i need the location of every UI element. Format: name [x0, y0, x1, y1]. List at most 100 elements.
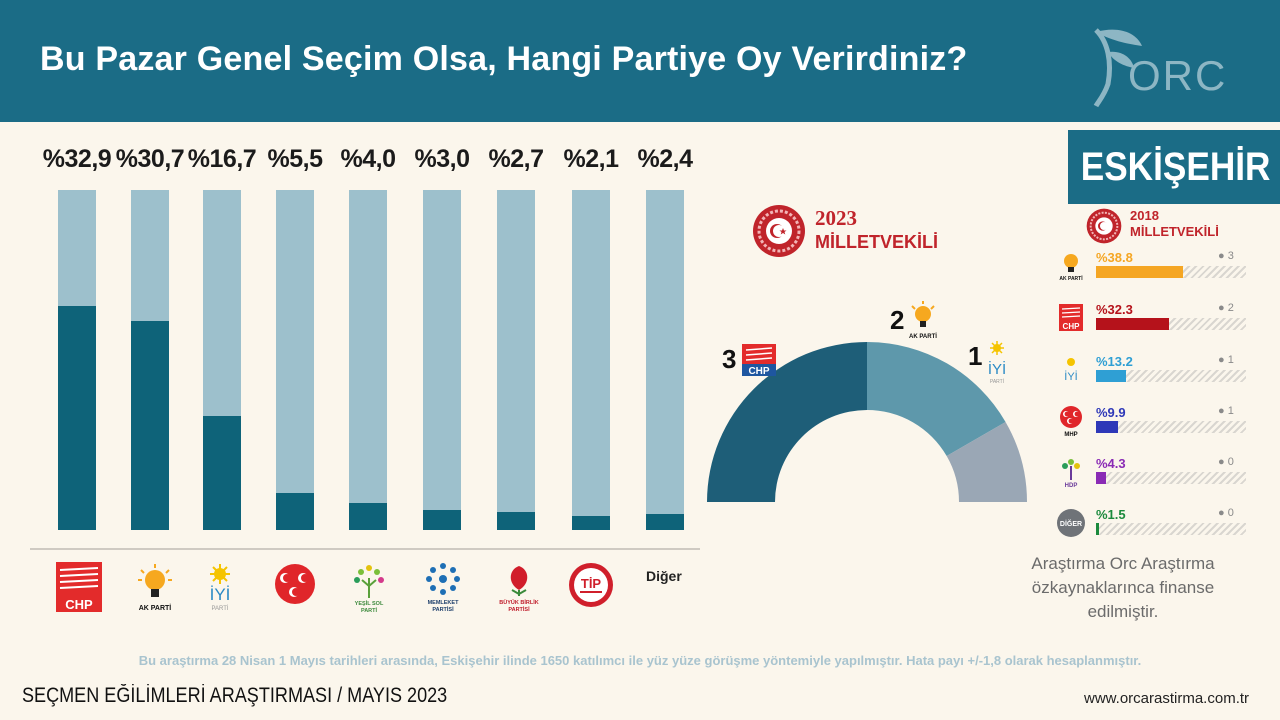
mv2018-year: 2018 — [1130, 208, 1159, 223]
mv2018-row: CHP %32.3 ● 2 — [1056, 302, 1246, 354]
iyi-small-text: İYİ — [988, 360, 1006, 378]
bar-track — [349, 190, 387, 530]
party-logo: DİĞER — [1056, 507, 1086, 539]
bar-track — [131, 190, 169, 530]
bar-track — [646, 190, 684, 530]
mv2018-row: AK PARTİ %38.8 ● 3 — [1056, 250, 1246, 302]
bar-value-label: %2,4 — [637, 145, 693, 173]
seat-number: 0 — [1227, 507, 1234, 519]
seat-count: ● 0 — [1218, 456, 1234, 468]
page-title: Bu Pazar Genel Seçim Olsa, Hangi Partiye… — [40, 40, 968, 78]
methodology-note: Bu araştırma 28 Nisan 1 Mayıs tarihleri … — [138, 653, 1142, 668]
tip-logo: TİP — [566, 560, 616, 614]
bar-track — [497, 190, 535, 530]
mv2018-row: İYİ %13.2 ● 1 — [1056, 354, 1246, 406]
seat-number: 1 — [1227, 354, 1234, 366]
party-logo: HDP — [1056, 456, 1086, 489]
seat-count: ● 2 — [1218, 302, 1234, 314]
akp-logo: AK PARTİ — [130, 560, 180, 614]
seat-number: 1 — [1227, 405, 1234, 417]
bar-track — [276, 190, 314, 530]
lightbulb-icon: AK PARTİ — [1059, 254, 1083, 282]
crescents-icon — [275, 564, 315, 604]
seat-count: ● 1 — [1218, 354, 1234, 366]
bar — [646, 514, 684, 530]
bar — [276, 493, 314, 530]
city-banner: ESKİŞEHİR — [1068, 130, 1280, 204]
party-logo: MHP — [1056, 405, 1086, 438]
chp-flag-icon: CHP — [56, 562, 102, 612]
bbp-logo-text-2: PARTİSİ — [508, 606, 530, 613]
seat-slice — [707, 342, 867, 502]
mhp-logo — [270, 560, 320, 614]
mv2023-label: MİLLETVEKİLİ — [815, 232, 938, 252]
bar — [58, 306, 96, 530]
mv2018-label: MİLLETVEKİLİ — [1130, 224, 1219, 239]
bar-value-label: %16,7 — [187, 145, 257, 173]
bar-track — [1096, 370, 1246, 382]
iyi-logo-subtext: PARTİ — [211, 605, 228, 612]
bar — [497, 512, 535, 530]
yesil-logo-text-1: YEŞİL SOL — [355, 600, 384, 607]
yesil-sol-logo: YEŞİL SOL PARTİ — [344, 560, 394, 614]
seat-slice — [946, 422, 1027, 502]
bar-value-label: %4,0 — [340, 145, 396, 173]
bar — [1096, 370, 1126, 382]
rose-icon: BÜYÜK BİRLİK PARTİSİ — [499, 566, 539, 613]
bar-track — [1096, 421, 1246, 433]
mhp-row-text: MHP — [1064, 432, 1077, 437]
sun-icon: İYİ — [1064, 358, 1078, 383]
bar — [1096, 523, 1100, 535]
bar-track — [1096, 472, 1246, 484]
iyi-logo: İYİ PARTİ — [195, 560, 245, 614]
chp-row-text: CHP — [1063, 322, 1081, 331]
chp-logo: CHP — [54, 560, 104, 614]
memleket-logo-text-1: MEMLEKET — [428, 600, 460, 606]
mv2018-row: HDP %4.3 ● 0 — [1056, 456, 1246, 508]
bar-track — [203, 190, 241, 530]
seat-number: 2 — [1227, 302, 1234, 314]
iyi-logo-text: İYİ — [210, 585, 231, 604]
person-icon: ● — [1218, 354, 1225, 366]
bar — [1096, 421, 1119, 433]
tip-logo-text: TİP — [581, 576, 602, 591]
vote-share: %13.2 — [1096, 354, 1133, 369]
bar-value-label: %2,1 — [563, 145, 619, 173]
parliament-seal-small-icon — [1086, 208, 1122, 244]
memleket-logo: MEMLEKET PARTİSİ — [418, 560, 468, 614]
person-icon: ● — [1218, 507, 1225, 519]
party-logo: AK PARTİ — [1056, 250, 1086, 282]
memleket-logo-text-2: PARTİSİ — [432, 606, 454, 613]
mv2018-row: MHP %9.9 ● 1 — [1056, 405, 1246, 457]
party-logo: İYİ — [1056, 354, 1086, 386]
yesil-logo-text-2: PARTİ — [361, 607, 378, 614]
akp-logo-text: AK PARTİ — [139, 604, 172, 612]
orc-logo-icon — [1093, 28, 1142, 108]
chart-baseline — [30, 548, 700, 550]
seat-number: 0 — [1227, 456, 1234, 468]
lightbulb-icon: AK PARTİ — [138, 564, 172, 612]
footer-survey-title: SEÇMEN EĞİLİMLERİ ARAŞTIRMASI / MAYIS 20… — [22, 684, 448, 707]
seat-count: ● 3 — [1218, 250, 1234, 262]
iyi-small-icon: İYİ PARTİ — [988, 341, 1006, 385]
bar-value-label: %32,9 — [42, 145, 112, 173]
bar — [203, 416, 241, 530]
person-icon: ● — [1218, 250, 1225, 262]
seat-donut-chart — [707, 342, 1027, 502]
orc-logo-text: ORC — [1128, 52, 1228, 99]
mv2018-row: DİĞER %1.5 ● 0 — [1056, 507, 1246, 559]
vote-share: %4.3 — [1096, 456, 1126, 471]
bar-track — [572, 190, 610, 530]
dots-ring-icon: MEMLEKET PARTİSİ — [426, 563, 460, 613]
footer-website: www.orcarastirma.com.tr — [1084, 690, 1250, 707]
funding-note: Araştırma Orc Araştırma özkaynaklarınca … — [1031, 554, 1215, 621]
bar — [1096, 318, 1169, 330]
bar — [423, 510, 461, 530]
bar-value-label: %30,7 — [115, 145, 185, 173]
tip-emblem-icon: TİP — [569, 563, 613, 607]
hdp-row-text: HDP — [1065, 483, 1078, 488]
vote-share: %38.8 — [1096, 250, 1133, 265]
diger-label: Diğer — [646, 568, 682, 584]
bar — [572, 516, 610, 530]
bar-value-label: %3,0 — [414, 145, 470, 173]
